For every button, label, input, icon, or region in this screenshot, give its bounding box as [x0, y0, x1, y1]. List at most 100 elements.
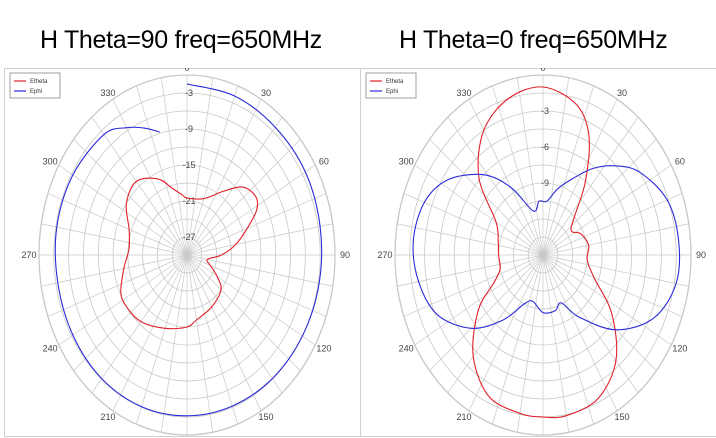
radial-tick-label: -15: [182, 160, 195, 170]
grid-spoke: [112, 254, 188, 412]
grid-spoke: [112, 98, 188, 256]
chart-title-right: H Theta=0 freq=650MHz: [399, 26, 668, 54]
grid-spoke: [73, 139, 188, 256]
grid-spoke: [542, 85, 594, 256]
angle-tick-label: 0: [184, 68, 189, 73]
angle-tick-label: 90: [696, 250, 706, 260]
angle-tick-label: 330: [456, 88, 471, 98]
grid-spoke: [542, 254, 689, 287]
angle-tick-label: 270: [21, 250, 36, 260]
legend-label: Etheta: [386, 79, 404, 85]
grid-spoke: [397, 223, 544, 256]
radial-tick-label: -21: [182, 196, 195, 206]
legend-box: [365, 72, 417, 99]
grid-spoke: [403, 193, 544, 256]
grid-spoke: [492, 85, 544, 256]
angle-tick-label: 150: [614, 412, 629, 422]
grid-spoke: [542, 254, 570, 433]
grid-spoke: [414, 164, 544, 256]
grid-spoke: [447, 116, 544, 256]
grid-spoke: [160, 254, 188, 433]
grid-spoke: [414, 254, 544, 346]
legend-label: Ephi: [386, 89, 398, 95]
legend-left: Etheta Ephi: [9, 72, 61, 99]
grid-spoke: [542, 77, 570, 256]
grid-spoke: [403, 254, 544, 317]
polar-plot-right: 0306090120150180210240270300330-3-6-9Eth…: [360, 68, 716, 438]
grid-spoke: [492, 254, 544, 425]
grid-spoke: [542, 254, 639, 394]
grid-spoke: [136, 254, 188, 425]
grid-spoke: [91, 254, 188, 394]
grid-spoke: [47, 254, 188, 317]
legend-right: Etheta Ephi: [365, 72, 417, 99]
angle-tick-label: 0: [540, 68, 545, 73]
radial-tick-label: -27: [182, 232, 195, 242]
grid-spoke: [136, 85, 188, 256]
series-line-ephi: [54, 83, 323, 417]
angle-tick-label: 240: [399, 344, 414, 354]
grid-spoke: [542, 116, 639, 256]
grid-spoke: [186, 254, 333, 287]
grid-spoke: [186, 254, 238, 425]
angle-tick-label: 300: [43, 157, 58, 167]
grid-spoke: [186, 254, 214, 433]
grid-spoke: [186, 139, 301, 256]
grid-spoke: [186, 254, 262, 412]
angle-tick-label: 150: [258, 412, 273, 422]
angle-tick-label: 300: [399, 157, 414, 167]
grid-spoke: [542, 254, 657, 371]
angle-tick-label: 60: [675, 157, 685, 167]
grid-spoke: [447, 254, 544, 394]
grid-spoke: [186, 98, 262, 256]
grid-spoke: [542, 223, 689, 256]
series-line-etheta: [472, 86, 618, 419]
angle-tick-label: 90: [340, 250, 350, 260]
grid-spoke: [429, 254, 544, 371]
grid-spoke: [186, 223, 333, 256]
radial-tick-label: -9: [185, 124, 193, 134]
grid-spoke: [160, 77, 188, 256]
radial-tick-label: -3: [541, 106, 549, 116]
grid-spoke: [468, 98, 544, 256]
radial-tick-label: -6: [541, 142, 549, 152]
grid-spoke: [542, 254, 683, 317]
angle-tick-label: 30: [261, 88, 271, 98]
angle-tick-label: 210: [456, 412, 471, 422]
grid-spoke: [186, 164, 316, 256]
angle-tick-label: 210: [100, 412, 115, 422]
grid-spoke: [186, 193, 327, 256]
grid-spoke: [186, 85, 238, 256]
grid-spoke: [542, 193, 683, 256]
grid-spoke: [397, 254, 544, 287]
polar-plot-right-svg: 0306090120150180210240270300330-3-6-9Eth…: [360, 68, 716, 438]
angle-tick-label: 120: [316, 344, 331, 354]
plot-frame-right: [360, 68, 716, 437]
grid-spoke: [542, 254, 672, 346]
grid-spoke: [186, 77, 214, 256]
grid-spoke: [186, 116, 283, 256]
polar-grid-left: [38, 74, 336, 436]
grid-spoke: [41, 254, 188, 287]
grid-spoke: [186, 254, 301, 371]
angle-tick-label: 270: [377, 250, 392, 260]
grid-spoke: [542, 98, 618, 256]
polar-plot-left: 0306090120150180210240270300330-3-9-15-2…: [4, 68, 364, 438]
angle-tick-label: 240: [43, 344, 58, 354]
grid-spoke: [516, 77, 544, 256]
grid-spoke: [542, 139, 657, 256]
grid-spoke: [186, 254, 316, 346]
angle-tick-label: 60: [319, 157, 329, 167]
grid-spoke: [47, 193, 188, 256]
angle-tick-label: 330: [100, 88, 115, 98]
grid-spoke: [58, 164, 188, 256]
grid-spoke: [516, 254, 544, 433]
legend-label: Etheta: [30, 79, 48, 85]
grid-spoke: [542, 254, 618, 412]
radial-tick-label: -9: [541, 178, 549, 188]
series-line-ephi: [412, 165, 681, 331]
series-line-etheta: [120, 177, 259, 330]
angle-tick-label: 30: [617, 88, 627, 98]
grid-spoke: [429, 139, 544, 256]
grid-spoke: [73, 254, 188, 371]
